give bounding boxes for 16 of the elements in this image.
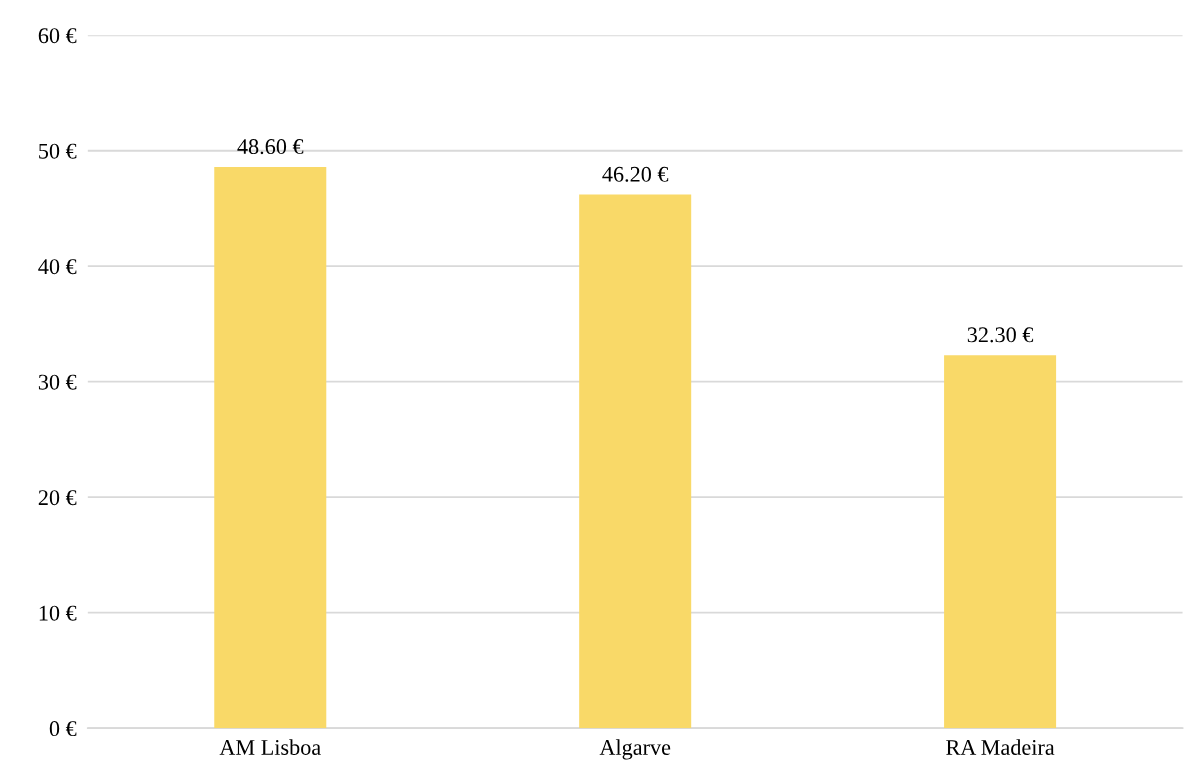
y-tick-label: 30 € [38, 374, 77, 390]
bar [579, 194, 692, 729]
y-tick-label: 0 € [49, 721, 77, 737]
y-tick-label: 10 € [39, 605, 77, 621]
y-tick-label: 40 € [38, 259, 77, 275]
data-label: 48.60 € [237, 139, 304, 155]
bar [944, 355, 1057, 729]
y-tick-label: 20 € [38, 490, 77, 506]
y-tick-label: 60 € [38, 28, 77, 44]
x-tick-label: RA Madeira [946, 739, 1055, 755]
data-label: 32.30 € [967, 327, 1034, 343]
data-label: 46.20 € [602, 166, 669, 182]
y-tick-label: 50 € [39, 143, 77, 159]
x-tick-label: Algarve [599, 739, 671, 760]
bar [214, 166, 327, 729]
x-tick-label: AM Lisboa [219, 739, 321, 755]
